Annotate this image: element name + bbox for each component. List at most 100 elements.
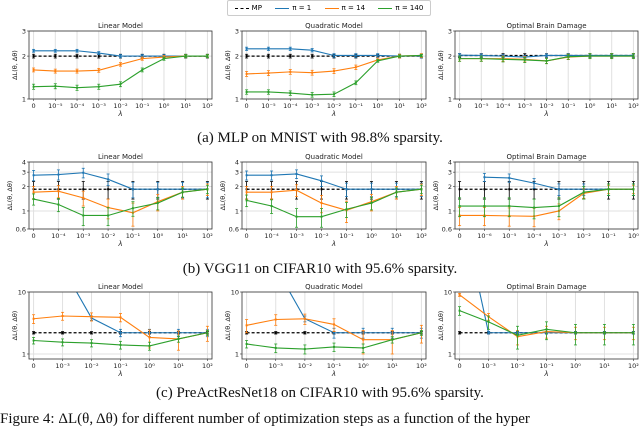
y-axis-label: ΔL(θ, Δθ) [437, 311, 445, 341]
y-tick-label: 2 [22, 52, 26, 60]
data-point [107, 178, 110, 181]
y-tick-label: 4 [235, 158, 239, 166]
data-point [480, 57, 483, 60]
x-tick-label: 10⁻³ [92, 102, 107, 110]
data-point [270, 174, 273, 177]
data-point [632, 188, 635, 191]
y-axis-label: ΔL(θ, Δθ) [6, 181, 14, 211]
x-tick-label: 10⁻⁴ [283, 102, 298, 110]
data-point [57, 190, 60, 193]
x-tick-label: 10¹ [387, 362, 398, 370]
x-tick-label: 10⁻² [113, 102, 128, 110]
y-tick-label: 2 [235, 183, 239, 191]
data-point [370, 188, 373, 191]
data-point [61, 341, 64, 344]
x-tick-label: 10⁻¹ [561, 102, 576, 110]
data-point [32, 331, 35, 334]
x-tick-label: 10² [628, 102, 639, 110]
data-point [333, 323, 335, 326]
subplot-title: Quadratic Model [305, 22, 363, 30]
data-point [333, 54, 335, 57]
data-point [245, 199, 248, 202]
data-point [246, 243, 248, 245]
data-point [508, 188, 511, 191]
x-tick-label: 10⁻³ [481, 362, 496, 370]
data-point [131, 207, 134, 210]
data-point [57, 203, 60, 206]
x-axis-label: λ [331, 370, 336, 378]
data-point [33, 243, 35, 245]
plot-frame [28, 161, 213, 230]
x-tick-label: 10¹ [173, 362, 184, 370]
data-point [274, 331, 277, 334]
data-point [270, 205, 273, 208]
x-tick-label: 10⁻² [327, 102, 342, 110]
x-tick-label: 10⁻² [84, 362, 99, 370]
data-point [32, 85, 35, 88]
x-tick-label: 0 [32, 102, 36, 110]
y-tick-label: 3 [235, 168, 239, 176]
data-point [97, 85, 100, 88]
x-tick-label: 10⁻¹ [113, 362, 128, 370]
data-point [533, 206, 536, 209]
data-point [32, 55, 35, 58]
subplot-c-2: 0 10⁻³ 10⁻² 10⁻¹ 10⁰ 10¹ 10² 1 10 Quadratic Model… [224, 243, 427, 378]
data-point [557, 188, 560, 191]
data-point [141, 55, 144, 58]
y-tick-label: 1 [448, 350, 452, 358]
data-point [295, 172, 298, 175]
data-point [483, 188, 486, 191]
series-group [245, 169, 423, 228]
data-point [487, 331, 490, 334]
series-group [32, 48, 209, 91]
subplot-b-3: 0 10⁻⁶ 10⁻⁵ 10⁻⁴ 10⁻³ 10⁻² 10⁻¹ 10⁰ 0.6 1 2 3 4 Optim… [432, 153, 639, 248]
y-tick-label: 2 [22, 183, 26, 191]
subplot-title: Linear Model [98, 22, 143, 30]
data-point [533, 188, 536, 191]
data-point [395, 191, 398, 194]
y-tick-label: 3 [22, 27, 26, 35]
data-point [245, 72, 248, 75]
data-point [632, 55, 635, 58]
x-tick-label: 10⁻³ [55, 362, 70, 370]
x-tick-label: 10² [416, 102, 427, 110]
data-point [333, 70, 335, 73]
x-tick-label: 10⁰ [366, 232, 377, 240]
x-tick-label: 10⁻² [577, 232, 592, 240]
x-tick-label: 10⁻⁴ [496, 102, 511, 110]
x-axis-label: λ [543, 370, 548, 378]
data-point [345, 188, 348, 191]
data-point [483, 176, 486, 179]
x-tick-label: 10¹ [394, 102, 405, 110]
series-group [458, 172, 635, 228]
subplot-c-1: 0 10⁻³ 10⁻² 10⁻¹ 10⁰ 10¹ 10² 1 10 Linear Model λ ΔL… [11, 243, 213, 378]
data-point [267, 55, 270, 58]
x-tick-label: 10⁻² [314, 232, 329, 240]
data-point [90, 315, 93, 318]
y-axis-label: ΔL(θ, Δθ) [224, 50, 232, 80]
series-line-pi14 [459, 188, 634, 217]
data-point [320, 179, 323, 182]
series-group [245, 46, 423, 98]
subplot-a-1: 0 10⁻⁵ 10⁻⁴ 10⁻³ 10⁻² 10⁻¹ 10⁰ 10¹ 10² 1 2 3 Linear … [11, 22, 213, 118]
x-tick-label: 10² [202, 362, 213, 370]
data-point [107, 214, 110, 217]
y-tick-label: 2 [448, 183, 452, 191]
data-point [333, 331, 335, 334]
subplot-title: Optimal Brain Damage [506, 22, 586, 30]
x-tick-label: 10¹ [606, 102, 617, 110]
data-point [354, 66, 357, 69]
y-tick-label: 10 [444, 288, 452, 296]
y-tick-label: 4 [22, 158, 26, 166]
data-point [545, 328, 548, 331]
data-point [420, 188, 423, 191]
data-point [574, 331, 577, 334]
data-point [545, 59, 548, 62]
x-tick-label: 10⁻⁵ [502, 232, 517, 240]
data-point [354, 81, 357, 84]
subplot-title: Linear Model [98, 153, 143, 161]
y-tick-label: 3 [235, 27, 239, 35]
x-tick-label: 10⁻² [539, 102, 554, 110]
x-tick-label: 10⁻³ [305, 102, 320, 110]
y-axis-label: ΔL(θ, Δθ) [432, 181, 440, 211]
